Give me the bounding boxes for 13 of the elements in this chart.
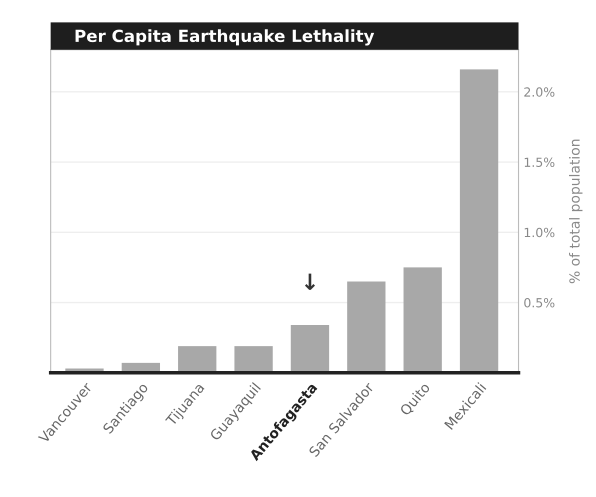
y-tick-label: 1.5% xyxy=(524,158,554,167)
bar xyxy=(178,346,216,373)
y-axis-title: % of total population xyxy=(569,140,582,284)
y-tick-label: 1.0% xyxy=(524,228,554,238)
y-tick-label: 2.0% xyxy=(524,87,554,97)
chart-title: Per Capita Earthquake Lethality xyxy=(76,29,374,46)
bar xyxy=(234,346,273,373)
bar xyxy=(404,267,442,373)
bar xyxy=(290,324,330,373)
bar xyxy=(347,281,386,373)
bar xyxy=(460,69,498,373)
annotation: ↓ xyxy=(304,274,315,290)
y-tick-label: 0.5% xyxy=(524,298,554,308)
